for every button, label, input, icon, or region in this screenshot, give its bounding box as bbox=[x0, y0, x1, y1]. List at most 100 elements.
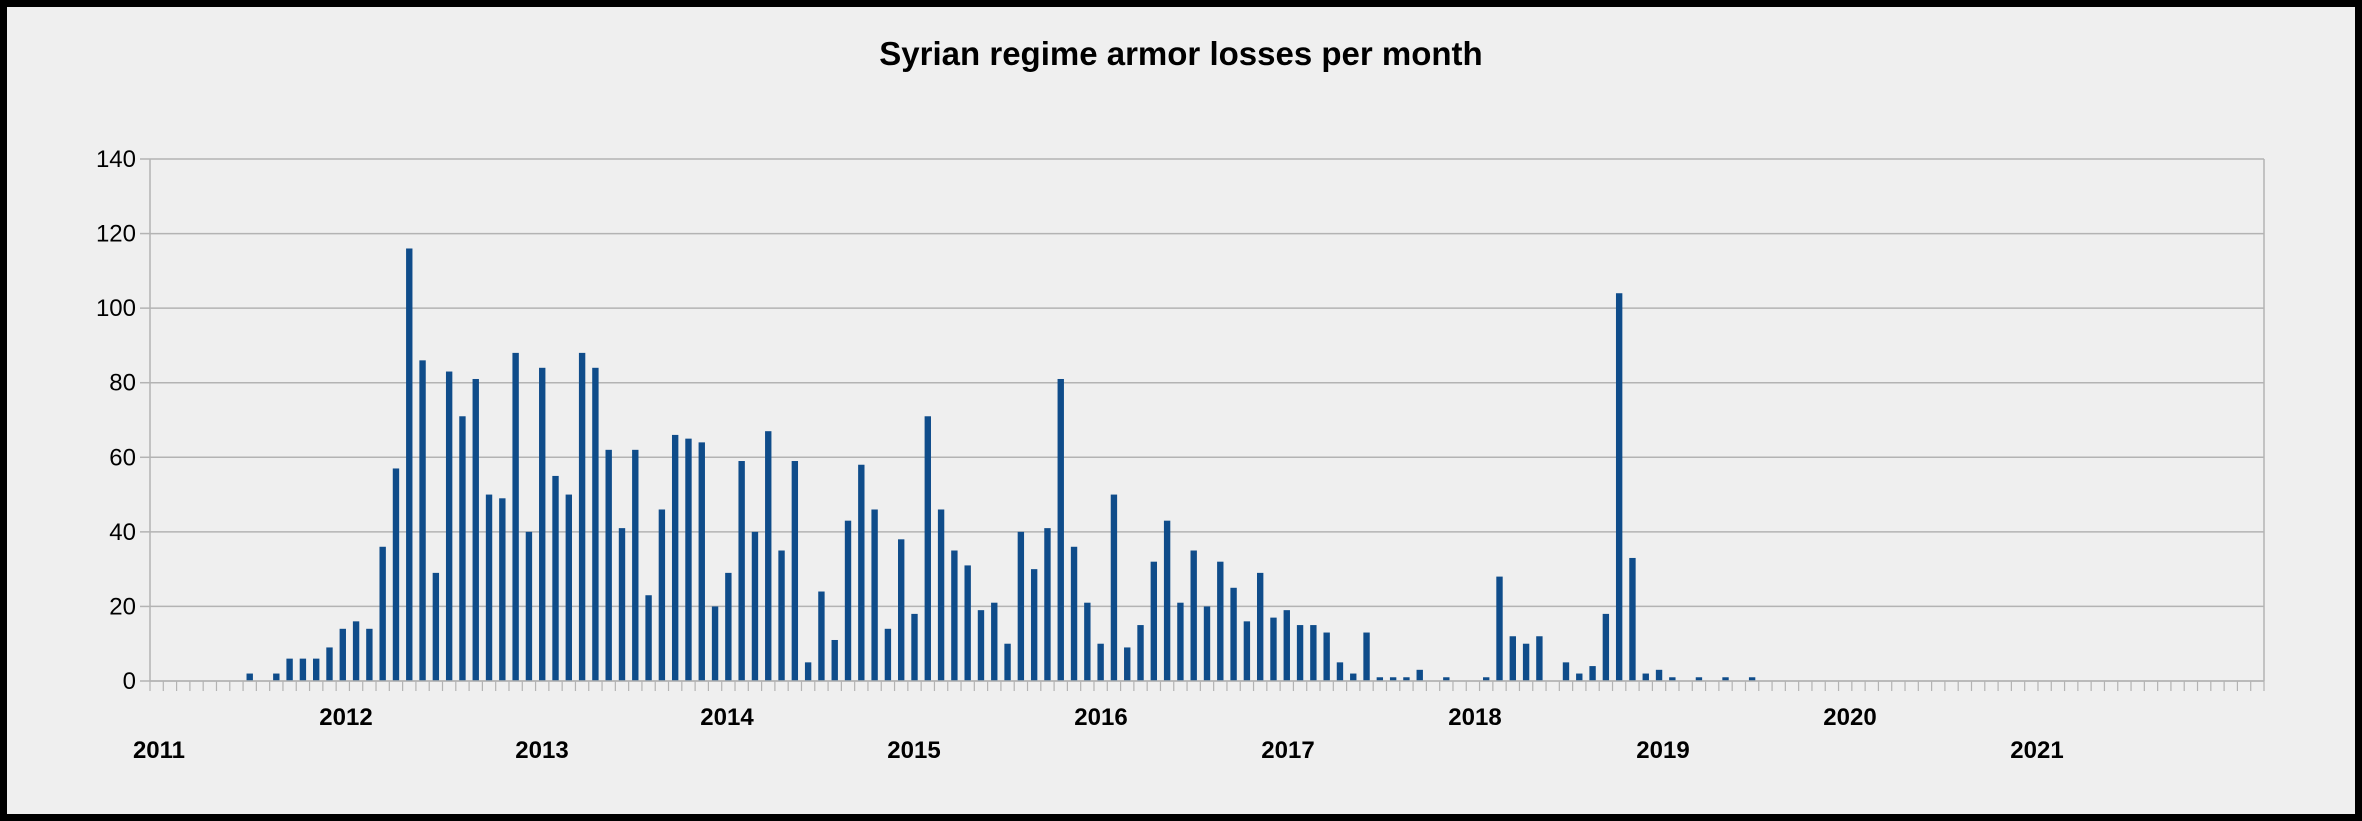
y-tick-label: 40 bbox=[109, 519, 136, 546]
bar bbox=[711, 606, 719, 681]
bar bbox=[1203, 606, 1211, 681]
bar bbox=[1363, 632, 1370, 681]
y-tick-label: 80 bbox=[109, 370, 136, 397]
bar bbox=[618, 528, 626, 681]
bar bbox=[352, 621, 360, 681]
bar bbox=[1030, 569, 1038, 681]
bar bbox=[804, 662, 812, 681]
bar bbox=[1110, 494, 1118, 681]
bar bbox=[499, 498, 506, 681]
bar bbox=[1124, 647, 1131, 681]
bar bbox=[1562, 662, 1570, 681]
bar bbox=[671, 434, 679, 681]
bar bbox=[1084, 602, 1091, 681]
bar bbox=[1137, 625, 1144, 681]
bar bbox=[951, 550, 958, 681]
bar bbox=[685, 438, 692, 681]
bar bbox=[1509, 636, 1516, 681]
bar bbox=[419, 360, 426, 681]
bar bbox=[1602, 613, 1610, 681]
bar bbox=[326, 647, 333, 681]
bar bbox=[1163, 520, 1171, 681]
x-axis: 2011 2012 2013 2014 2015 2016 2017 2018 2019 2020… bbox=[133, 680, 2265, 764]
x-tick-label: 2015 bbox=[887, 737, 940, 764]
bar bbox=[392, 468, 400, 681]
bar bbox=[645, 595, 652, 681]
bar bbox=[445, 371, 453, 681]
y-tick-label: 140 bbox=[96, 146, 136, 173]
bar bbox=[1443, 677, 1450, 681]
y-tick-label: 100 bbox=[96, 295, 136, 322]
bar bbox=[1270, 617, 1277, 681]
bar bbox=[1310, 625, 1317, 681]
y-tick-label: 120 bbox=[96, 221, 136, 248]
bar bbox=[858, 464, 865, 681]
bar bbox=[1669, 677, 1676, 681]
bar bbox=[605, 449, 612, 681]
bar bbox=[1057, 378, 1064, 681]
bar bbox=[1097, 643, 1104, 681]
bar bbox=[871, 509, 878, 681]
bar bbox=[924, 416, 931, 681]
bar bbox=[1336, 662, 1344, 681]
bar bbox=[937, 509, 945, 681]
bar bbox=[1017, 531, 1025, 681]
bar bbox=[1004, 643, 1011, 681]
x-tick-label: 2017 bbox=[1261, 737, 1314, 764]
bar bbox=[1629, 557, 1636, 681]
y-axis-ticks: 0 20 40 60 80 100 120 140 bbox=[96, 146, 150, 695]
bar bbox=[1655, 669, 1663, 681]
bar bbox=[791, 461, 799, 681]
bar bbox=[751, 531, 759, 681]
chart-title: Syrian regime armor losses per month bbox=[879, 35, 1482, 72]
x-tick-label: 2019 bbox=[1636, 737, 1689, 764]
bar bbox=[1070, 546, 1078, 681]
bar bbox=[1350, 673, 1357, 681]
bar bbox=[658, 509, 666, 681]
bar bbox=[1230, 587, 1237, 681]
bar bbox=[406, 248, 413, 681]
bar bbox=[459, 416, 466, 681]
gridlines bbox=[149, 158, 2265, 682]
x-tick-label: 2020 bbox=[1823, 704, 1876, 731]
bar bbox=[1177, 602, 1184, 681]
bar bbox=[1536, 636, 1543, 681]
bar bbox=[632, 449, 639, 681]
bar bbox=[964, 565, 971, 681]
bar bbox=[578, 352, 586, 681]
bar bbox=[592, 367, 599, 681]
x-tick-label: 2012 bbox=[319, 704, 372, 731]
bar bbox=[565, 494, 573, 681]
x-tick-label: 2013 bbox=[515, 737, 568, 764]
bar bbox=[1217, 561, 1224, 681]
bar bbox=[366, 628, 373, 681]
x-tick-label: 2021 bbox=[2010, 737, 2063, 764]
bar bbox=[1522, 643, 1530, 681]
x-tick-label: 2014 bbox=[700, 704, 754, 731]
bar bbox=[698, 442, 705, 681]
bar bbox=[539, 367, 546, 681]
bar bbox=[1748, 677, 1756, 681]
bar bbox=[1190, 550, 1197, 681]
bar bbox=[299, 658, 307, 681]
bar bbox=[286, 658, 293, 681]
x-tick-label: 2018 bbox=[1448, 704, 1501, 731]
bar bbox=[246, 673, 253, 681]
bar bbox=[432, 572, 440, 681]
bar bbox=[844, 520, 852, 681]
y-tick-label: 20 bbox=[109, 593, 136, 620]
bar bbox=[911, 613, 918, 681]
bar bbox=[1589, 666, 1596, 681]
bar bbox=[1576, 673, 1583, 681]
bar bbox=[485, 494, 493, 681]
bar bbox=[1243, 621, 1251, 681]
bar bbox=[1044, 528, 1051, 681]
bar bbox=[512, 352, 519, 681]
x-tick-label: 2016 bbox=[1074, 704, 1127, 731]
bar bbox=[738, 461, 745, 681]
bar bbox=[1722, 677, 1729, 681]
bar bbox=[884, 628, 892, 681]
bar-chart: Syrian regime armor losses per month 020… bbox=[96, 35, 2265, 764]
y-tick-label: 60 bbox=[109, 444, 136, 471]
